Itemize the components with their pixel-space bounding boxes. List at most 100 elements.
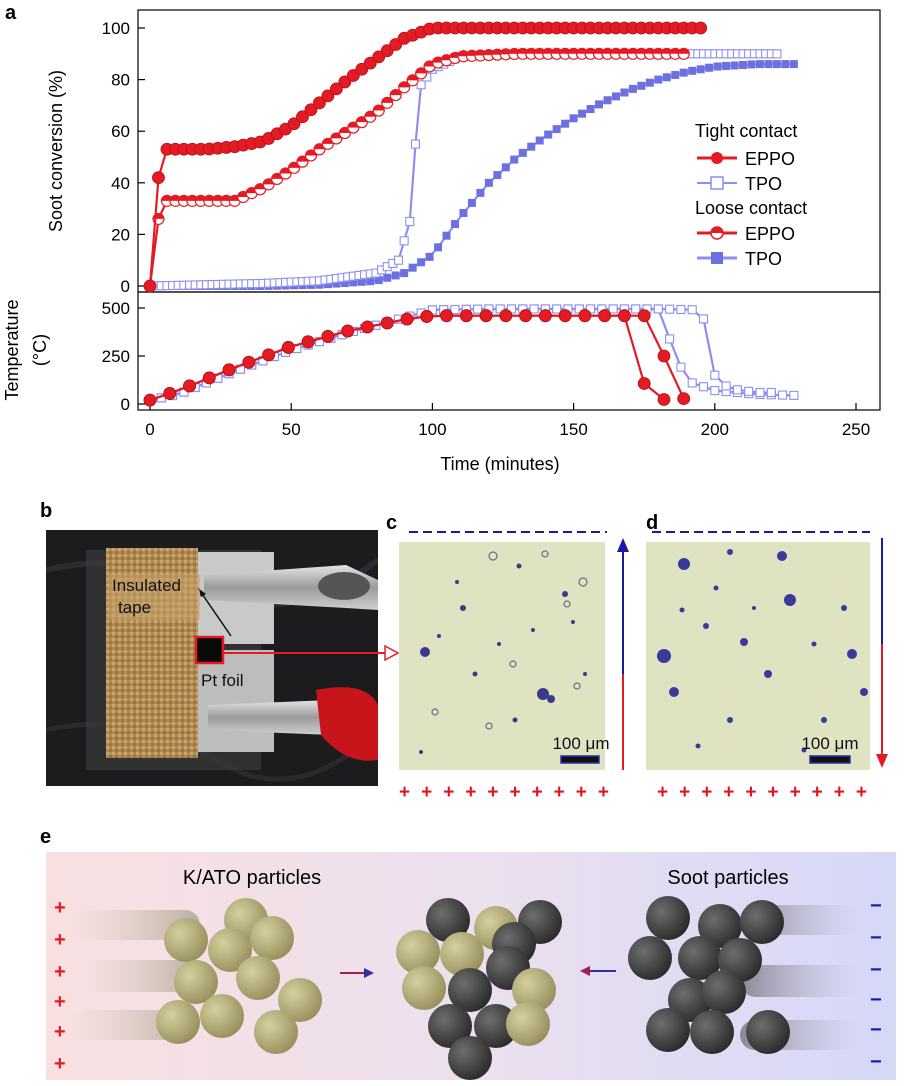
plus-sign: + [811, 782, 823, 803]
kato-cluster [156, 898, 322, 1054]
plus-sign: + [54, 897, 66, 919]
panel-letter-d: d [646, 512, 659, 534]
scale-bar-c [560, 755, 600, 764]
y-tick-label: 0 [121, 395, 130, 414]
data-point [747, 60, 756, 69]
data-point [544, 130, 553, 139]
data-point-fill [381, 97, 393, 103]
data-point [479, 309, 493, 323]
data-point [713, 62, 722, 71]
photo-setup: Insulated tape Pt foil [46, 530, 378, 786]
data-point [366, 277, 375, 286]
arrow-right [340, 968, 374, 978]
data-point [296, 110, 309, 124]
mixed-cluster [396, 898, 562, 1080]
data-point [459, 208, 468, 217]
pt-foil-lower [194, 650, 274, 752]
micrograph-c-image [399, 542, 605, 770]
data-point [772, 49, 782, 59]
data-point [361, 320, 374, 334]
data-point [242, 355, 256, 369]
legend-label-tight-eppo: EPPO [745, 149, 795, 169]
label-insulated-tape-line2: tape [118, 598, 151, 617]
data-point [671, 70, 680, 79]
data-point [380, 316, 394, 330]
micrograph-c: 100 μm [399, 531, 629, 770]
minus-sign: − [870, 927, 882, 949]
data-point [152, 171, 165, 185]
data-point [391, 271, 400, 280]
series-line [149, 52, 777, 288]
micrograph-d-image [646, 542, 870, 770]
data-point [400, 312, 414, 326]
data-point [425, 252, 434, 261]
data-point [637, 377, 651, 390]
data-point [687, 378, 697, 388]
panel-letter-c: c [386, 512, 398, 534]
plus-sign: + [767, 782, 779, 803]
series-line [150, 62, 794, 288]
panel-letter-b: b [40, 500, 53, 522]
data-point-fill [390, 89, 402, 96]
data-point [321, 330, 335, 343]
x-tick-label: 100 [418, 420, 446, 439]
data-point [420, 310, 434, 323]
x-tick-label: 200 [701, 420, 729, 439]
data-point [349, 278, 358, 287]
scale-bar-d [809, 755, 851, 764]
plus-sign: + [745, 782, 757, 803]
left-signs: + + + + + + [54, 897, 66, 1075]
plus-sign: + [54, 929, 66, 951]
data-point [499, 309, 513, 323]
plus-sign: + [679, 782, 691, 803]
data-point [400, 269, 409, 278]
schematic-e: K/ATO particles Soot particles [46, 852, 896, 1080]
data-point [493, 171, 502, 180]
data-point [518, 148, 527, 157]
series-loose-contact-eppo [143, 47, 690, 293]
field-arrow-up [617, 538, 629, 552]
data-point [405, 216, 415, 227]
data-point [535, 136, 544, 145]
data-point [459, 309, 473, 323]
data-point [440, 309, 453, 323]
soot-title: Soot particles [667, 867, 788, 889]
plus-sign: + [54, 961, 66, 983]
data-point [721, 381, 731, 391]
data-point [527, 142, 536, 151]
plus-sign: + [487, 782, 499, 803]
data-point [416, 80, 426, 90]
data-point [710, 386, 720, 396]
data-point [595, 100, 604, 109]
panel-letter-a: a [5, 2, 17, 24]
data-point [608, 304, 618, 314]
plus-sign: + [54, 1053, 66, 1075]
plus-sign: + [575, 782, 587, 803]
data-point [287, 117, 301, 131]
data-point [434, 243, 443, 252]
plus-sign: + [509, 782, 521, 803]
data-point [677, 392, 691, 406]
upper-y-axis-label: Soot conversion (%) [46, 70, 66, 232]
data-point [628, 84, 637, 93]
arrow-left [580, 966, 616, 976]
series-tight-contact-eppo [143, 21, 708, 293]
data-point [766, 387, 776, 398]
legend: Tight contact EPPO TPO Loose contact EPP… [695, 121, 807, 269]
lower-y-axis-label-line1: Temperature [2, 299, 22, 400]
scale-label-d: 100 μm [801, 734, 858, 753]
data-point [653, 304, 663, 314]
legend-group-title-loose: Loose contact [695, 198, 807, 218]
series-line [149, 314, 685, 402]
plus-sign: + [833, 782, 845, 803]
panel-letter-e: e [40, 826, 52, 848]
data-point [781, 60, 790, 69]
legend-marker-tight-eppo [711, 152, 723, 164]
legend-marker-loose-tpo [711, 252, 723, 264]
data-point [698, 382, 709, 392]
data-point [694, 21, 708, 35]
data-point [473, 304, 483, 314]
minus-sign: − [870, 959, 882, 981]
data-point [645, 78, 654, 87]
data-point [519, 309, 532, 323]
